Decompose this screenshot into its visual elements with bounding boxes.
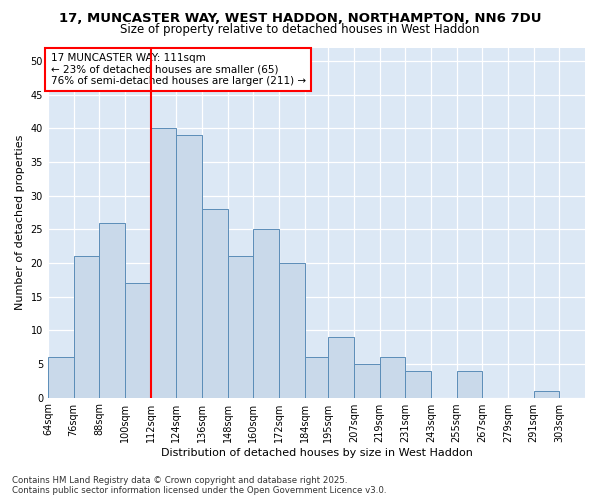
Bar bbox=[151, 128, 176, 398]
Bar bbox=[405, 370, 431, 398]
Bar bbox=[202, 209, 227, 398]
Bar bbox=[48, 357, 74, 398]
Bar bbox=[125, 283, 151, 398]
Bar bbox=[74, 256, 99, 398]
Bar bbox=[328, 337, 354, 398]
Text: Size of property relative to detached houses in West Haddon: Size of property relative to detached ho… bbox=[120, 22, 480, 36]
Text: 17 MUNCASTER WAY: 111sqm
← 23% of detached houses are smaller (65)
76% of semi-d: 17 MUNCASTER WAY: 111sqm ← 23% of detach… bbox=[50, 53, 306, 86]
Bar bbox=[176, 135, 202, 398]
Bar bbox=[380, 357, 405, 398]
Y-axis label: Number of detached properties: Number of detached properties bbox=[15, 135, 25, 310]
Text: Contains HM Land Registry data © Crown copyright and database right 2025.
Contai: Contains HM Land Registry data © Crown c… bbox=[12, 476, 386, 495]
Bar bbox=[533, 391, 559, 398]
Bar bbox=[99, 222, 125, 398]
Bar bbox=[305, 357, 328, 398]
Bar bbox=[253, 230, 279, 398]
Bar bbox=[457, 370, 482, 398]
Bar bbox=[227, 256, 253, 398]
Bar bbox=[354, 364, 380, 398]
X-axis label: Distribution of detached houses by size in West Haddon: Distribution of detached houses by size … bbox=[161, 448, 472, 458]
Bar bbox=[279, 263, 305, 398]
Text: 17, MUNCASTER WAY, WEST HADDON, NORTHAMPTON, NN6 7DU: 17, MUNCASTER WAY, WEST HADDON, NORTHAMP… bbox=[59, 12, 541, 26]
